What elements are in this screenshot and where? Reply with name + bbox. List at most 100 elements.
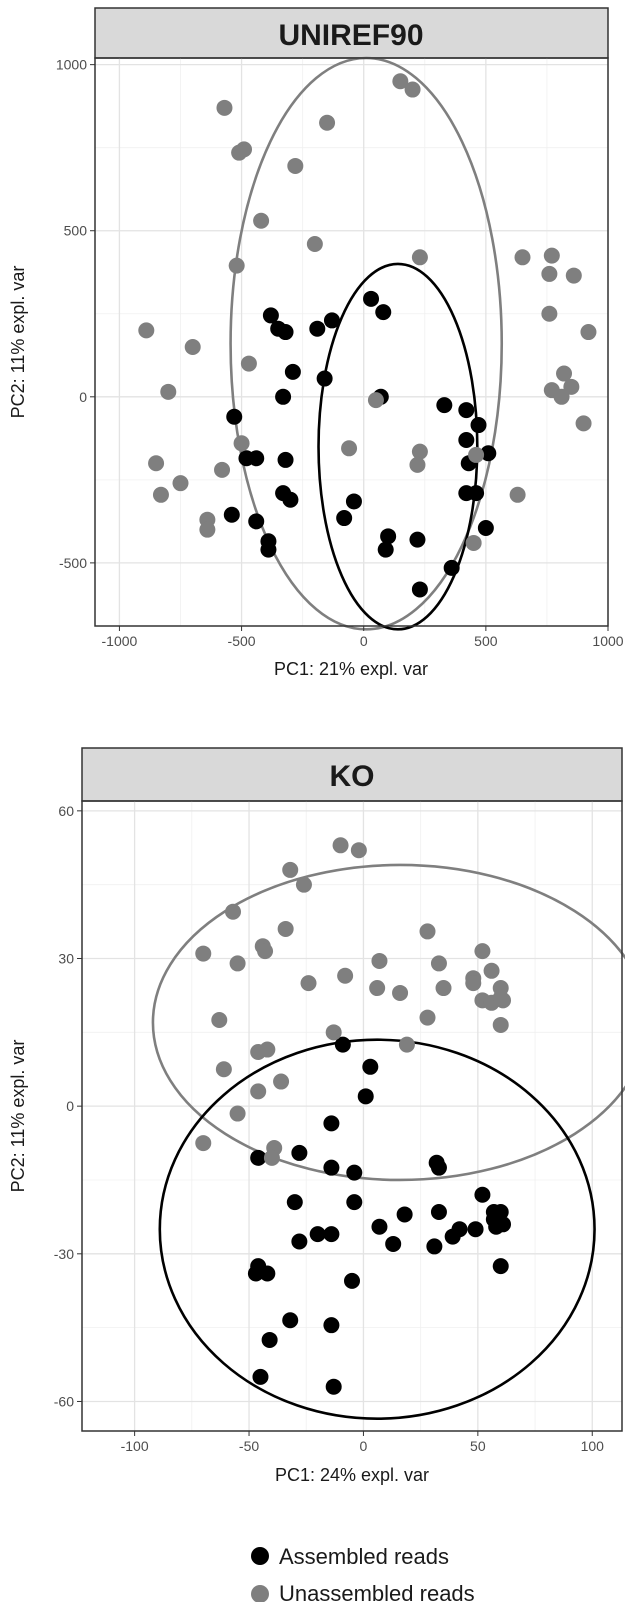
- legend-label-unassembled: Unassembled reads: [279, 1581, 475, 1602]
- assembled-point: [380, 528, 397, 545]
- y-tick-label: -30: [54, 1246, 74, 1262]
- panel-border-uniref90: [94, 57, 609, 627]
- facet-strip-ko: [81, 747, 623, 802]
- assembled-point: [282, 1312, 299, 1329]
- y-tick-label: -60: [54, 1393, 74, 1409]
- legend-marker-assembled: [251, 1547, 269, 1565]
- unassembled-point: [409, 456, 426, 473]
- unassembled-point: [341, 440, 358, 457]
- x-tick-label: 50: [470, 1438, 486, 1454]
- unassembled-point: [541, 265, 558, 282]
- legend: Assembled reads Unassembled reads: [251, 1544, 475, 1602]
- assembled-point: [458, 431, 475, 448]
- unassembled-point: [565, 267, 582, 284]
- unassembled-point: [148, 455, 165, 472]
- unassembled-point: [392, 984, 409, 1001]
- assembled-point: [346, 1164, 363, 1181]
- assembled-point: [259, 1265, 276, 1282]
- unassembled-point: [411, 249, 428, 266]
- unassembled-point: [563, 378, 580, 395]
- unassembled-point: [233, 435, 250, 452]
- assembled-point: [252, 1368, 269, 1385]
- assembled-point: [492, 1203, 509, 1220]
- x-tick-label: -1000: [102, 633, 138, 649]
- assembled-point: [467, 1221, 484, 1238]
- unassembled-point: [257, 943, 274, 960]
- unassembled-point: [411, 443, 428, 460]
- unassembled-point: [287, 157, 304, 174]
- facet-strip-uniref90: [94, 7, 609, 59]
- assembled-point: [357, 1088, 374, 1105]
- unassembled-point: [541, 305, 558, 322]
- y-tick-label: 60: [58, 803, 74, 819]
- unassembled-point: [300, 975, 317, 992]
- unassembled-point: [468, 446, 485, 463]
- assembled-point: [262, 307, 279, 324]
- unassembled-point: [369, 980, 386, 997]
- unassembled-point: [160, 383, 177, 400]
- assembled-point: [477, 520, 494, 537]
- assembled-point: [411, 581, 428, 598]
- unassembled-point: [332, 837, 349, 854]
- confidence-ellipse-assembled: [158, 1038, 596, 1420]
- unassembled-point: [282, 861, 299, 878]
- unassembled-point: [483, 962, 500, 979]
- unassembled-point: [228, 257, 245, 274]
- y-axis-title-ko: PC2: 11% expl. var: [8, 1040, 28, 1193]
- unassembled-point: [435, 980, 452, 997]
- unassembled-point: [277, 920, 294, 937]
- unassembled-point: [240, 355, 257, 372]
- assembled-point: [284, 363, 301, 380]
- unassembled-point: [225, 903, 242, 920]
- x-tick-label: -500: [228, 633, 256, 649]
- unassembled-point: [229, 1105, 246, 1122]
- assembled-point: [363, 290, 380, 307]
- unassembled-point: [259, 1041, 276, 1058]
- assembled-point: [309, 1226, 326, 1243]
- assembled-point: [282, 491, 299, 508]
- assembled-point: [247, 1265, 264, 1282]
- assembled-point: [336, 510, 353, 527]
- assembled-point: [470, 417, 487, 434]
- unassembled-point: [273, 1073, 290, 1090]
- assembled-point: [250, 1149, 267, 1166]
- assembled-point: [385, 1235, 402, 1252]
- assembled-point: [436, 397, 453, 414]
- unassembled-point: [138, 322, 155, 339]
- assembled-point: [377, 541, 394, 558]
- assembled-point: [275, 388, 292, 405]
- facet-title-uniref90: UNIREF90: [278, 19, 423, 52]
- x-tick-label: 0: [360, 633, 368, 649]
- unassembled-point: [371, 952, 388, 969]
- unassembled-point: [214, 461, 231, 478]
- ellipses-ko: [151, 863, 625, 1420]
- unassembled-point: [492, 989, 509, 1006]
- unassembled-point: [195, 945, 212, 962]
- x-tick-label: -100: [121, 1438, 149, 1454]
- unassembled-point: [211, 1012, 228, 1029]
- assembled-point: [426, 1238, 443, 1255]
- unassembled-point: [325, 1024, 342, 1041]
- unassembled-point: [216, 99, 233, 116]
- unassembled-point: [152, 486, 169, 503]
- unassembled-point: [215, 1061, 232, 1078]
- y-tick-label: 30: [58, 951, 74, 967]
- assembled-point: [409, 531, 426, 548]
- assembled-point: [371, 1218, 388, 1235]
- points-uniref90: [138, 73, 597, 598]
- unassembled-point: [580, 324, 597, 341]
- unassembled-point: [419, 923, 436, 940]
- unassembled-point: [350, 842, 367, 859]
- assembled-point: [430, 1203, 447, 1220]
- x-tick-label: 100: [581, 1438, 605, 1454]
- ko-panel: KO -100 -50 0 50 100 -60 -30 0 30 60 PC1: 24% exp…: [8, 747, 625, 1485]
- facet-title-ko: KO: [330, 760, 375, 793]
- x-tick-label: 500: [474, 633, 498, 649]
- assembled-point: [323, 1317, 340, 1334]
- unassembled-point: [172, 475, 189, 492]
- legend-marker-unassembled: [251, 1585, 269, 1602]
- unassembled-point: [430, 955, 447, 972]
- unassembled-point: [367, 392, 384, 409]
- assembled-point: [375, 304, 392, 321]
